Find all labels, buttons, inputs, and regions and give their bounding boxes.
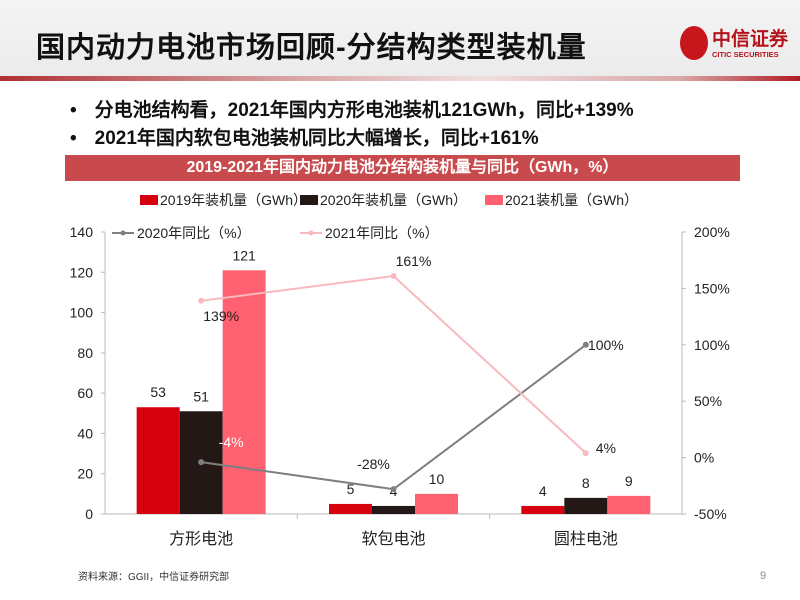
bar <box>136 407 180 514</box>
logo-cn: 中信证券 <box>712 28 789 50</box>
line-point <box>198 459 205 466</box>
y-left-tick-label: 20 <box>77 466 93 482</box>
y-right-tick-label: 200% <box>694 224 730 240</box>
x-tick-label: 软包电池 <box>361 530 425 548</box>
line-value-label: 100% <box>588 337 624 353</box>
legend-label: 2021装机量（GWh） <box>505 192 638 208</box>
line-value-label: 4% <box>596 440 616 456</box>
bar <box>607 495 651 514</box>
slide-header <box>0 0 800 78</box>
line-value-label: -4% <box>219 434 244 450</box>
x-tick-label: 方形电池 <box>169 530 233 548</box>
page-number: 9 <box>760 570 767 582</box>
y-right-tick-label: 50% <box>694 393 722 409</box>
bullet-item: 2021年国内软包电池装机同比大幅增长，同比+161% <box>70 125 634 153</box>
legend-label: 2020年同比（%） <box>137 225 251 241</box>
x-tick-label: 圆柱电池 <box>554 530 618 548</box>
legend-label: 2021年同比（%） <box>325 225 439 241</box>
logo-en: CITIC SECURITIES <box>712 50 779 59</box>
citic-logo-icon <box>680 26 708 60</box>
line-point <box>582 450 589 457</box>
y-left-tick-label: 120 <box>70 264 94 280</box>
line-point <box>582 341 589 348</box>
bar <box>222 270 266 514</box>
legend-swatch <box>485 195 503 205</box>
bar-value-label: 51 <box>193 388 209 404</box>
bar <box>329 503 372 514</box>
header-divider <box>0 76 800 81</box>
line-point <box>390 272 397 279</box>
y-right-tick-label: 150% <box>694 280 730 296</box>
y-left-tick-label: 60 <box>77 385 93 401</box>
legend-marker <box>120 230 126 236</box>
legend-marker <box>308 230 314 236</box>
bar-value-label: 4 <box>539 483 547 499</box>
bullet-list: 分电池结构看，2021年国内方形电池装机121GWh，同比+139% 2021年… <box>70 97 634 153</box>
y-right-tick-label: 0% <box>694 450 714 466</box>
bar <box>521 505 565 514</box>
y-left-tick-label: 80 <box>77 345 93 361</box>
y-left-tick-label: 140 <box>70 224 94 240</box>
bar-value-label: 53 <box>150 384 166 400</box>
chart-title: 2019-2021年国内动力电池分结构装机量与同比（GWh，%） <box>65 155 740 181</box>
bar-value-label: 10 <box>429 471 445 487</box>
y-left-tick-label: 100 <box>70 305 94 321</box>
y-left-tick-label: 0 <box>85 506 93 522</box>
legend-label: 2019年装机量（GWh） <box>160 192 307 208</box>
y-right-tick-label: -50% <box>694 506 727 522</box>
citic-logo: 中信证券 CITIC SECURITIES <box>680 24 790 64</box>
legend-swatch <box>140 195 158 205</box>
y-left-tick-label: 40 <box>77 425 93 441</box>
line-value-label: 161% <box>396 253 432 269</box>
source-note: 资料来源：GGII，中信证券研究部 <box>78 572 230 583</box>
bar <box>415 493 458 514</box>
bar-value-label: 9 <box>625 473 633 489</box>
bar-value-label: 121 <box>232 247 256 263</box>
y-right-tick-label: 100% <box>694 337 730 353</box>
line-value-label: 139% <box>203 308 239 324</box>
legend-label: 2020年装机量（GWh） <box>320 192 467 208</box>
bar-value-label: 5 <box>347 481 355 497</box>
line-point <box>198 297 205 304</box>
bullet-item: 分电池结构看，2021年国内方形电池装机121GWh，同比+139% <box>70 97 634 125</box>
bar-value-label: 8 <box>582 475 590 491</box>
legend-swatch <box>300 195 318 205</box>
bar <box>372 505 415 514</box>
slide-title: 国内动力电池市场回顾-分结构类型装机量 <box>36 32 587 64</box>
bar <box>564 497 608 514</box>
line-point <box>390 486 397 493</box>
line-value-label: -28% <box>357 456 390 472</box>
